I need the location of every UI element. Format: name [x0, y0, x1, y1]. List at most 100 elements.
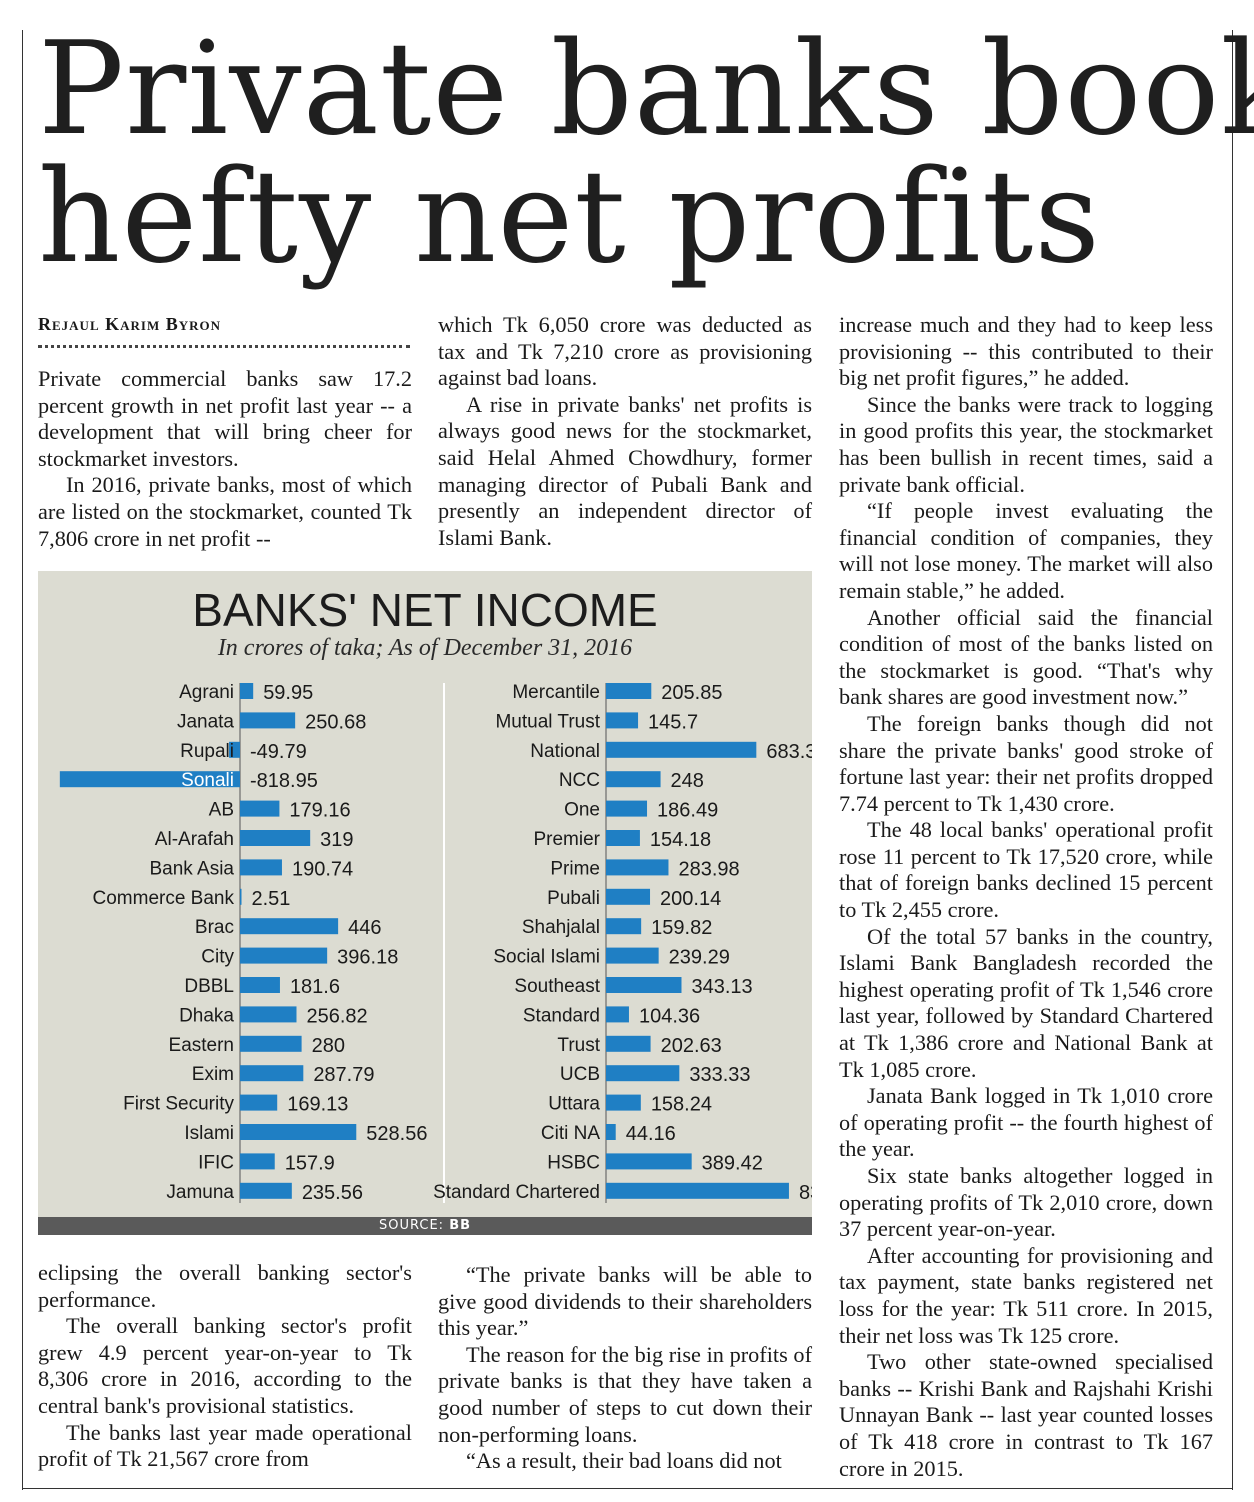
- right-bar-national: [606, 741, 757, 758]
- paragraph: Two other state-owned specialised banks …: [839, 1349, 1213, 1481]
- left-bar-brac: [240, 918, 339, 935]
- net-income-chart: BANKS' NET INCOME In crores of taka; As …: [38, 571, 812, 1217]
- chart-subtitle: In crores of taka; As of December 31, 20…: [217, 635, 633, 661]
- right-value-label: 205.85: [661, 682, 722, 704]
- byline-divider: [38, 345, 410, 348]
- left-value-label: 179.16: [289, 800, 350, 822]
- right-value-label: 145.7: [648, 711, 698, 733]
- right-value-label: 154.18: [650, 829, 711, 851]
- right-category-label: One: [564, 800, 600, 821]
- right-category-label: UCB: [560, 1064, 600, 1085]
- right-category-label: Premier: [533, 829, 600, 850]
- right-bar-standard: [606, 1006, 629, 1023]
- byline: Rejaul Karim Byron: [38, 314, 222, 334]
- right-bar-mercantile: [606, 683, 652, 699]
- right-bar-citi-na: [606, 1124, 616, 1140]
- headline: Private banks book hefty net profits: [38, 26, 1254, 292]
- left-value-label: -818.95: [250, 770, 318, 792]
- left-bar-sonali: [59, 771, 241, 788]
- left-category-label: Bank Asia: [150, 858, 235, 879]
- chart-source: SOURCE: BB: [38, 1217, 812, 1235]
- paragraph: which Tk 6,050 crore was deducted as tax…: [438, 312, 812, 391]
- paragraph: The reason for the big rise in profits o…: [438, 1341, 812, 1447]
- left-value-label: 396.18: [337, 947, 398, 969]
- left-value-label: 528.56: [366, 1123, 427, 1145]
- left-value-label: 287.79: [313, 1064, 374, 1086]
- right-category-label: Standard Chartered: [433, 1182, 600, 1203]
- right-bar-one: [606, 800, 648, 817]
- paragraph: Another official said the financial cond…: [839, 604, 1213, 710]
- paragraph: The banks last year made operational pro…: [38, 1419, 412, 1472]
- article-column-1-bottom: eclipsing the overall banking sector's p…: [38, 1260, 412, 1473]
- right-value-label: 683.31: [766, 741, 812, 763]
- left-category-label: Brac: [195, 917, 234, 938]
- frame-right-rule: [1232, 30, 1233, 1490]
- right-value-label: 44.16: [626, 1123, 676, 1145]
- left-bar-bank-asia: [240, 859, 282, 876]
- left-value-label: 181.6: [290, 976, 340, 998]
- right-value-label: 831.58: [799, 1182, 812, 1204]
- right-value-label: 202.63: [661, 1035, 722, 1057]
- left-value-label: 59.95: [263, 682, 313, 704]
- left-value-label: 190.74: [292, 858, 353, 880]
- left-category-label: Jamuna: [166, 1182, 234, 1203]
- left-category-label: IFIC: [198, 1152, 234, 1173]
- left-bar-city: [240, 947, 328, 964]
- left-category-label: Exim: [192, 1064, 234, 1085]
- right-bar-standard-chartered: [606, 1182, 789, 1199]
- left-value-label: 256.82: [307, 1005, 368, 1027]
- right-value-label: 158.24: [651, 1094, 712, 1116]
- left-bar-agrani: [240, 683, 254, 699]
- left-category-label: Islami: [184, 1123, 234, 1144]
- right-category-label: Southeast: [514, 976, 600, 997]
- right-bar-prime: [606, 859, 669, 876]
- left-category-label: Sonali: [181, 770, 234, 791]
- right-category-label: Mercantile: [512, 682, 600, 703]
- left-bar-janata: [240, 712, 296, 729]
- right-category-label: Uttara: [548, 1094, 600, 1115]
- right-value-label: 159.82: [651, 917, 712, 939]
- headline-line-2: hefty net profits: [38, 143, 1101, 292]
- right-value-label: 200.14: [660, 888, 721, 910]
- right-category-label: Standard: [523, 1005, 600, 1026]
- right-category-label: Trust: [557, 1035, 600, 1056]
- paragraph: increase much and they had to keep less …: [839, 312, 1213, 391]
- right-value-label: 343.13: [691, 976, 752, 998]
- right-category-label: Shahjalal: [522, 917, 600, 938]
- article-column-2-bottom: “The private banks will be able to give …: [438, 1262, 812, 1475]
- right-bar-social-islami: [606, 947, 659, 964]
- left-bar-rupali: [229, 741, 240, 758]
- right-category-label: Prime: [550, 858, 600, 879]
- left-bar-dhaka: [240, 1006, 297, 1023]
- source-value: BB: [449, 1218, 472, 1233]
- paragraph: “If people invest evaluating the financi…: [839, 498, 1213, 603]
- source-label: SOURCE:: [378, 1218, 445, 1233]
- left-bar-ific: [240, 1153, 275, 1170]
- chart-plot-area: Agrani 59.95 Janata 250.68 Rupali -49.79 Sonal…: [59, 682, 812, 1204]
- paragraph: The overall banking sector's profit grew…: [38, 1313, 412, 1418]
- right-value-label: 239.29: [669, 947, 730, 969]
- left-category-label: First Security: [123, 1094, 234, 1115]
- left-value-label: -49.79: [250, 741, 307, 763]
- right-value-label: 283.98: [678, 858, 739, 880]
- chart-title: BANKS' NET INCOME: [192, 584, 658, 636]
- right-category-label: National: [530, 741, 600, 762]
- left-category-label: Janata: [177, 711, 234, 732]
- paragraph: The foreign banks though did not share t…: [839, 710, 1213, 816]
- left-bar-exim: [240, 1065, 304, 1082]
- right-bar-uttara: [606, 1094, 641, 1111]
- left-bar-ab: [240, 800, 280, 817]
- article-column-1-top: Private commercial banks saw 17.2 percen…: [38, 366, 412, 552]
- paragraph: Janata Bank logged in Tk 1,010 crore of …: [839, 1083, 1213, 1162]
- left-value-label: 2.51: [252, 888, 291, 910]
- frame-bottom-rule: [22, 1488, 1233, 1489]
- left-bar-al-arafah: [240, 830, 311, 846]
- right-category-label: Mutual Trust: [495, 711, 600, 732]
- left-bar-islami: [240, 1124, 357, 1140]
- right-value-label: 248: [671, 770, 704, 792]
- right-bar-ncc: [606, 771, 661, 788]
- frame-left-rule: [22, 30, 23, 1490]
- right-bar-trust: [606, 1035, 651, 1052]
- article-column-2-top: which Tk 6,050 crore was deducted as tax…: [438, 312, 812, 551]
- left-category-label: Commerce Bank: [93, 888, 235, 909]
